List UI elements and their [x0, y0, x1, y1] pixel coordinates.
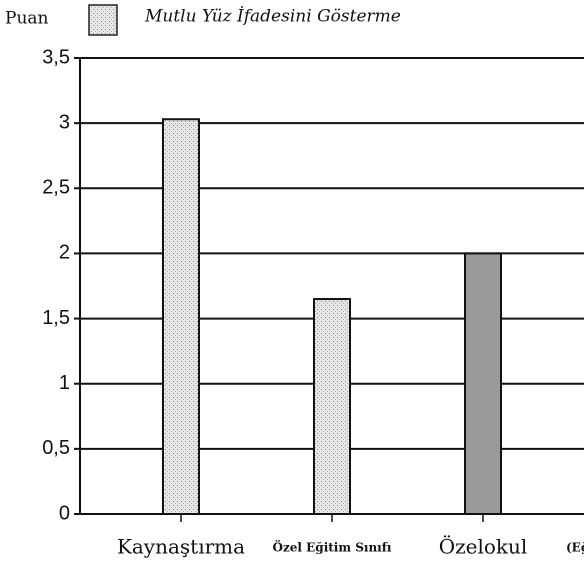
x-tick-label: Özelokul [439, 534, 528, 559]
x-tick-label: Kaynaştırma [117, 535, 245, 559]
bar [162, 118, 200, 515]
y-tick-label: 3 [59, 111, 70, 133]
y-axis-label: Puan [5, 9, 49, 29]
legend-swatch [88, 4, 118, 36]
legend-label: Mutlu Yüz İfadesini Gösterme [144, 6, 401, 27]
x-tick-label: Özel Eğitim Sınıfı [273, 539, 392, 555]
y-tick-label: 1 [59, 372, 70, 394]
y-tick-label: 1,5 [42, 307, 70, 329]
y-tick-label: 0 [59, 502, 70, 524]
y-tick-label: 2,5 [42, 177, 70, 199]
bar [464, 252, 502, 516]
x-axis-label: (Eğ [566, 541, 584, 555]
y-tick-label: 3,5 [42, 46, 70, 68]
y-tick-label: 2 [59, 242, 70, 264]
y-tick-label: 0,5 [42, 437, 70, 459]
bar [313, 298, 351, 515]
